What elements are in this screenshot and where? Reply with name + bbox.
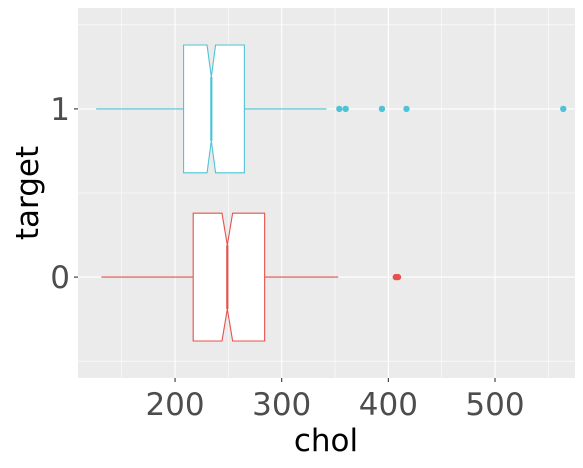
outlier-point xyxy=(560,105,567,113)
y-tick-label: 1 xyxy=(50,92,70,128)
outlier-point xyxy=(403,105,410,113)
x-tick-label: 500 xyxy=(465,387,524,423)
y-axis-title: target xyxy=(10,146,46,240)
outlier-point xyxy=(342,105,349,113)
outlier-point xyxy=(378,105,386,113)
axis-ticks xyxy=(74,108,496,382)
outlier-point xyxy=(394,273,402,281)
boxes xyxy=(96,44,567,342)
box-group-1 xyxy=(96,44,567,174)
x-tick-label: 400 xyxy=(359,387,418,423)
notched-box xyxy=(192,212,266,342)
box-group-0 xyxy=(101,212,402,342)
y-tick-label: 0 xyxy=(50,260,70,296)
x-tick-label: 300 xyxy=(252,387,311,423)
x-tick-label: 200 xyxy=(145,387,204,423)
x-tick-labels: 200 300 400 500 xyxy=(145,387,524,423)
x-axis-title: chol xyxy=(294,423,358,459)
outlier-point xyxy=(336,105,343,113)
y-tick-labels: 01 xyxy=(50,92,70,296)
notched-box xyxy=(183,44,245,174)
